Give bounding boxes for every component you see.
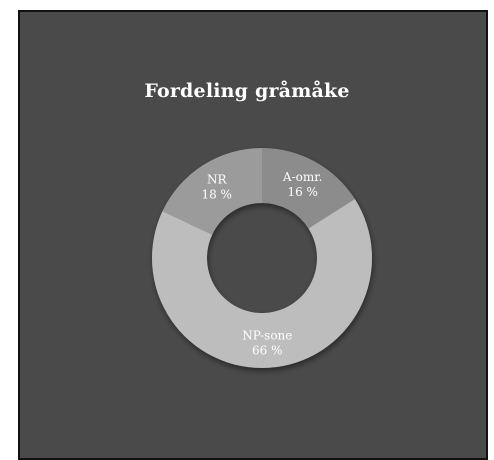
slice-value-label: 16 %	[287, 185, 318, 199]
slice-category-label: NR	[207, 173, 228, 187]
donut-slice-a-omr	[262, 148, 355, 229]
donut-slice-np-sone	[152, 199, 372, 368]
slice-value-label: 18 %	[201, 188, 232, 202]
slide-background	[18, 10, 488, 460]
chart-title: Fordeling gråmåke	[144, 80, 350, 102]
slice-category-label: NP-sone	[242, 328, 292, 342]
slice-category-label: A-omr.	[282, 170, 323, 184]
donut-slice-nr	[162, 148, 262, 235]
slice-value-label: 66 %	[252, 343, 283, 357]
